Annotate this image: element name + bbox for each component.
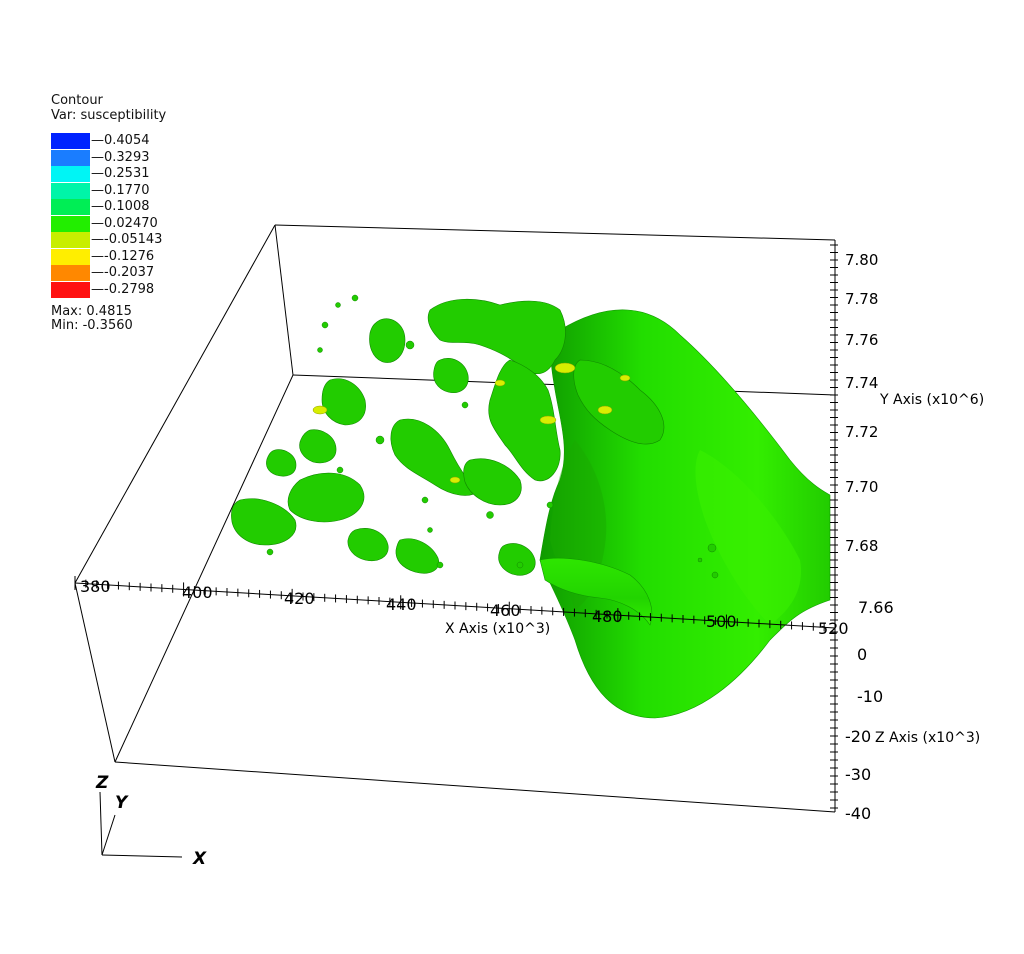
x-tick-label: 440 xyxy=(386,595,417,614)
z-axis: 0 -10 -20 -30 -40 Z Axis (x10^3) xyxy=(845,645,980,823)
z-axis-title: Z Axis (x10^3) xyxy=(875,730,980,746)
y-tick-label: 7.72 xyxy=(845,423,878,441)
legend-swatch xyxy=(51,265,90,281)
surface-fragment xyxy=(573,359,665,445)
legend-title: Contour xyxy=(51,93,103,108)
legend-swatch xyxy=(51,182,90,199)
legend-variable: Var: susceptibility xyxy=(51,108,167,123)
y-tick-label: 7.76 xyxy=(845,331,878,349)
triad-y-line xyxy=(101,814,116,856)
z-tick-label: -20 xyxy=(845,727,871,746)
y-axis-title: Y Axis (x10^6) xyxy=(879,392,984,408)
legend-level-label: —0.4054 xyxy=(91,133,150,148)
surface-fragment xyxy=(266,449,297,477)
box-edge xyxy=(274,224,836,241)
surface-fragment xyxy=(395,538,440,574)
y-tick-label: 7.70 xyxy=(845,478,878,496)
z-tick-label: -10 xyxy=(857,687,883,706)
legend-level-label: —0.2531 xyxy=(91,166,150,181)
y-tick-label: 7.66 xyxy=(858,598,894,617)
surface-fragment xyxy=(427,298,566,375)
surface-fragment xyxy=(299,429,337,464)
lower-lobe xyxy=(539,557,653,626)
y-tick-label: 7.68 xyxy=(845,537,878,555)
surface-yellow-patches xyxy=(312,362,631,484)
surface-fragment xyxy=(347,528,389,562)
triad-x-line xyxy=(101,854,183,858)
surface-fragment xyxy=(287,472,365,523)
legend-level-label: —-0.05143 xyxy=(91,232,163,247)
surface-fragment xyxy=(498,543,536,576)
x-axis-ticks xyxy=(74,576,836,635)
triad-z-line xyxy=(99,791,103,856)
legend-swatch xyxy=(51,248,90,265)
box-edge xyxy=(74,582,116,763)
z-tick-label: 0 xyxy=(857,645,867,664)
x-axis-title: X Axis (x10^3) xyxy=(445,621,550,637)
surface-fragment xyxy=(463,458,522,506)
legend-swatch xyxy=(51,166,90,182)
box-edge xyxy=(114,761,836,813)
box-edge xyxy=(114,374,294,763)
legend-level-label: —-0.2037 xyxy=(91,265,155,280)
orientation-triad xyxy=(99,791,183,858)
x-tick-label: 460 xyxy=(490,601,521,620)
x-tick-label: 420 xyxy=(284,589,315,608)
surface-specks xyxy=(266,294,719,579)
legend-min: Min: -0.3560 xyxy=(51,318,133,333)
surface-fragment xyxy=(369,318,406,363)
surface-fragment xyxy=(231,498,297,546)
y-axis-ticks xyxy=(830,244,838,621)
legend-level-label: —0.3293 xyxy=(91,149,150,165)
x-axis: 380 400 420 440 460 480 500 520 X Axis (… xyxy=(80,577,849,638)
z-tick-label: -40 xyxy=(845,804,871,823)
legend-level-label: —0.02470 xyxy=(91,215,158,231)
color-legend: Contour Var: susceptibility —0.4054 —0.32… xyxy=(51,93,167,333)
surface-fragment xyxy=(390,418,481,496)
x-tick-label: 380 xyxy=(80,577,111,596)
legend-swatch xyxy=(51,215,90,232)
triad-y-label: Y xyxy=(115,793,129,813)
surface-fragment xyxy=(433,358,469,393)
legend-swatch xyxy=(51,149,90,166)
legend-swatch xyxy=(51,281,90,298)
x-tick-label: 520 xyxy=(818,619,849,638)
x-tick-label: 400 xyxy=(182,583,213,602)
triad-z-label: Z xyxy=(95,773,109,793)
triad-x-label: X xyxy=(192,849,207,869)
surface-fragment xyxy=(321,378,366,426)
box-edge xyxy=(274,224,294,376)
box-edge xyxy=(74,224,276,584)
z-tick-label: -30 xyxy=(845,765,871,784)
legend-swatch xyxy=(51,199,90,215)
surface-highlight xyxy=(695,450,801,625)
legend-swatch xyxy=(51,133,90,149)
surface-fragment xyxy=(488,359,561,482)
y-tick-label: 7.80 xyxy=(845,251,878,269)
legend-max: Max: 0.4815 xyxy=(51,304,132,319)
x-tick-label: 480 xyxy=(592,607,623,626)
legend-swatch xyxy=(51,232,90,248)
legend-level-label: —0.1770 xyxy=(91,182,150,198)
legend-level-label: —-0.2798 xyxy=(91,281,155,297)
z-axis-ticks xyxy=(830,631,838,809)
legend-minmax: Max: 0.4815 Min: -0.3560 xyxy=(51,305,133,333)
legend-level-label: —-0.1276 xyxy=(91,248,155,264)
y-tick-label: 7.78 xyxy=(845,290,878,308)
x-tick-label: 500 xyxy=(706,612,737,631)
y-axis: 7.80 7.78 7.76 7.74 7.72 7.70 7.68 7.66 … xyxy=(845,251,984,617)
y-tick-label: 7.74 xyxy=(845,374,878,392)
contour-surface xyxy=(231,294,831,719)
legend-level-label: —0.1008 xyxy=(91,199,150,214)
